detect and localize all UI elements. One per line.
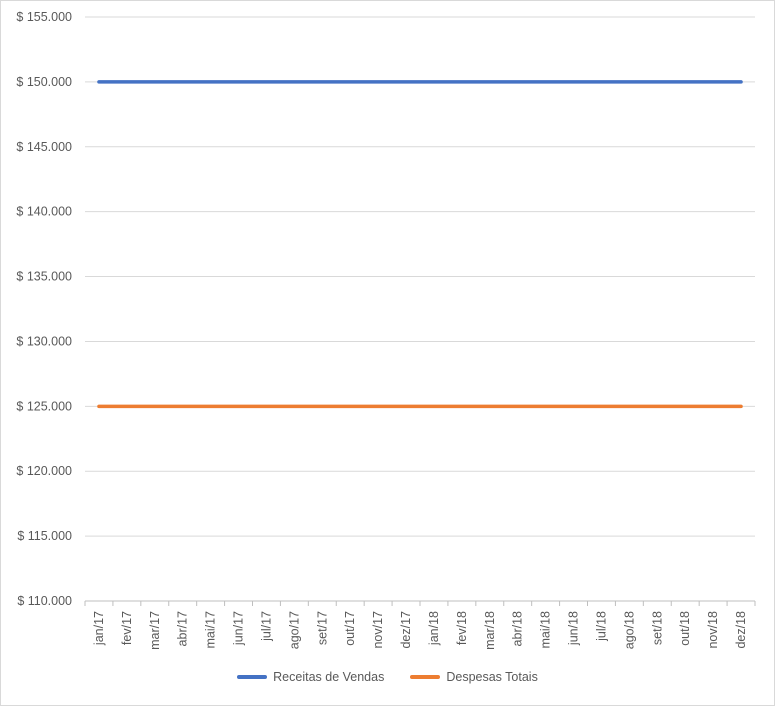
- legend-swatch-despesas: [410, 675, 441, 679]
- x-tick-label: dez/18: [734, 611, 748, 649]
- y-axis-labels: $ 110.000 $ 115.000 $ 120.000 $ 125.000 $ 13…: [16, 10, 72, 608]
- y-tick-label: $ 120.000: [16, 464, 72, 478]
- x-tick-label: jun/18: [567, 611, 581, 646]
- y-tick-label: $ 150.000: [16, 75, 72, 89]
- legend-item-receitas: Receitas de Vendas: [237, 670, 384, 684]
- y-tick-label: $ 135.000: [16, 270, 72, 284]
- x-tick-label: out/17: [343, 611, 357, 646]
- x-axis-labels: jan/17 fev/17 mar/17 abr/17 mai/17 jun/17 jul/…: [92, 611, 748, 650]
- line-chart: $ 110.000 $ 115.000 $ 120.000 $ 125.000 $ 13…: [16, 10, 756, 650]
- y-tick-label: $ 110.000: [17, 594, 72, 608]
- legend: Receitas de Vendas Despesas Totais: [0, 670, 775, 684]
- x-tick-label: jul/18: [594, 611, 608, 642]
- legend-label-despesas: Despesas Totais: [446, 670, 538, 684]
- x-tick-label: dez/17: [399, 611, 413, 649]
- x-tick-label: set/17: [315, 611, 329, 645]
- legend-label-receitas: Receitas de Vendas: [273, 670, 385, 684]
- x-tick-label: fev/17: [120, 611, 134, 645]
- x-tick-label: mai/18: [539, 611, 553, 649]
- x-tick-label: jan/17: [92, 611, 106, 646]
- x-tick-label: mai/17: [204, 611, 218, 649]
- legend-swatch-receitas: [237, 675, 268, 679]
- x-tick-label: abr/17: [176, 611, 190, 646]
- x-tick-label: jan/18: [427, 611, 441, 646]
- x-tick-label: out/18: [678, 611, 692, 646]
- x-tick-label: jun/17: [232, 611, 246, 646]
- y-tick-label: $ 145.000: [16, 140, 72, 154]
- x-tick-label: ago/18: [622, 611, 636, 649]
- x-tick-label: nov/17: [371, 611, 385, 649]
- x-tick-label: jul/17: [259, 611, 273, 642]
- x-tick-label: abr/18: [511, 611, 525, 646]
- y-tick-label: $ 130.000: [16, 334, 72, 348]
- y-tick-label: $ 115.000: [17, 529, 72, 543]
- gridlines: [84, 16, 756, 606]
- x-tick-label: ago/17: [287, 611, 301, 649]
- y-tick-label: $ 155.000: [16, 10, 72, 24]
- y-tick-label: $ 140.000: [16, 205, 72, 219]
- x-tick-label: set/18: [650, 611, 664, 645]
- x-tick-label: mar/18: [483, 611, 497, 650]
- legend-item-despesas: Despesas Totais: [410, 670, 538, 684]
- x-tick-label: fev/18: [455, 611, 469, 645]
- y-tick-label: $ 125.000: [16, 399, 72, 413]
- x-tick-label: mar/17: [148, 611, 162, 650]
- x-tick-label: nov/18: [706, 611, 720, 649]
- series-lines: [97, 80, 743, 409]
